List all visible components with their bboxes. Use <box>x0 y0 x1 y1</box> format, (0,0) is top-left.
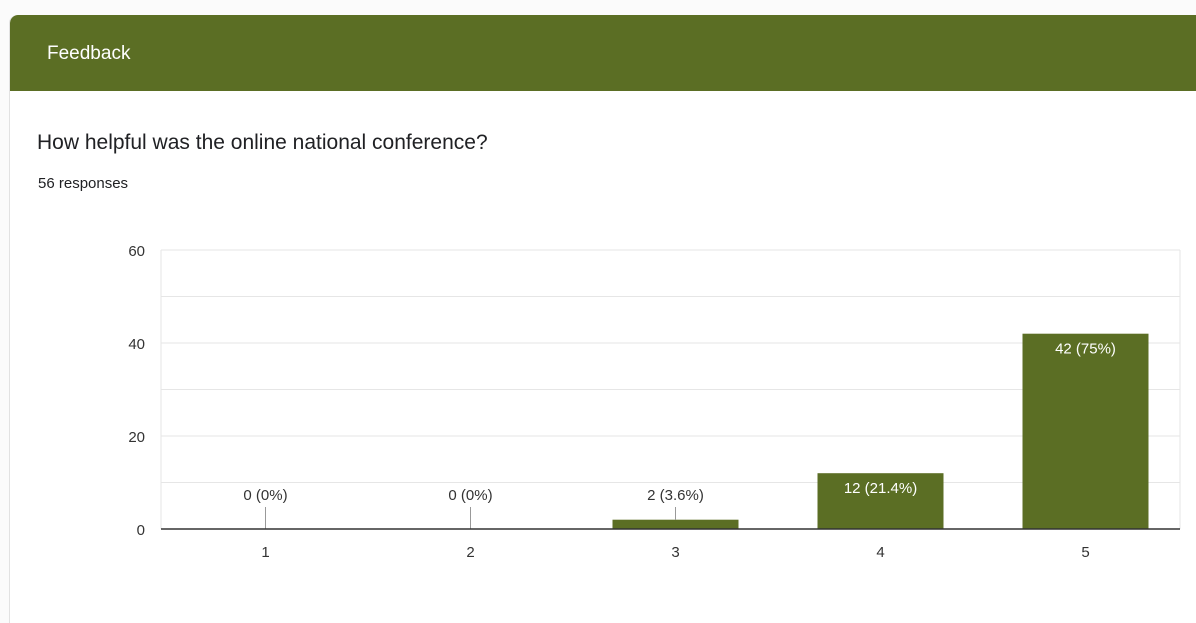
x-tick-label: 5 <box>1081 544 1089 561</box>
data-label: 0 (0%) <box>243 487 287 504</box>
y-tick-label: 0 <box>137 522 145 539</box>
question-title: How helpful was the online national conf… <box>37 131 488 154</box>
x-tick-label: 2 <box>466 544 474 561</box>
response-count: 56 responses <box>38 175 129 192</box>
x-tick-label: 4 <box>876 544 884 561</box>
bar <box>612 519 739 529</box>
card-title: Feedback <box>47 43 131 64</box>
bar <box>817 473 944 529</box>
data-label: 2 (3.6%) <box>647 487 704 504</box>
card-header: Feedback <box>10 15 1196 91</box>
data-label: 0 (0%) <box>448 487 492 504</box>
bar <box>1022 333 1149 529</box>
x-tick-label: 3 <box>671 544 679 561</box>
y-tick-label: 60 <box>128 243 145 260</box>
feedback-card: Feedback <box>9 15 1196 623</box>
data-label: 42 (75%) <box>1055 341 1116 358</box>
y-tick-label: 20 <box>128 429 145 446</box>
x-tick-label: 1 <box>261 544 269 561</box>
data-label: 12 (21.4%) <box>844 480 917 497</box>
y-tick-label: 40 <box>128 336 145 353</box>
